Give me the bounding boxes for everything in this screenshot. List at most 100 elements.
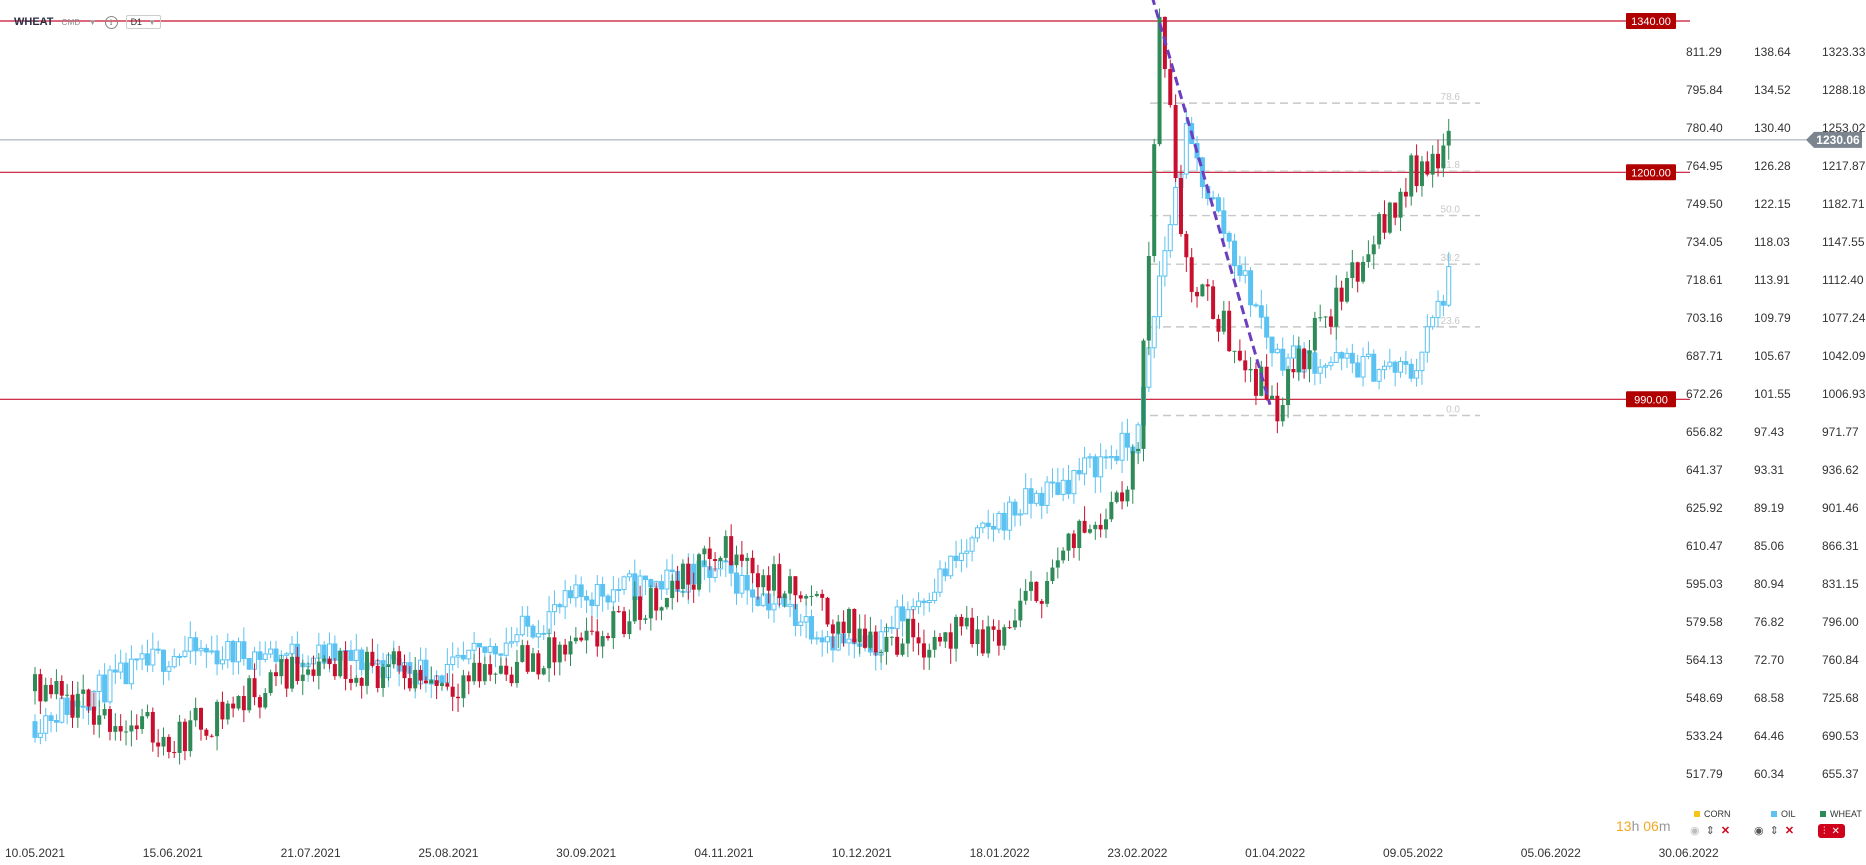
oil-candle (819, 637, 825, 643)
wheat-candle-up (627, 621, 632, 635)
oil-candle (1167, 224, 1173, 252)
legend-oil[interactable]: OIL (1771, 809, 1796, 819)
oil-candle (48, 715, 54, 722)
oil-candle (498, 653, 504, 656)
wheat-candle-down (1291, 369, 1296, 373)
oil-candle (568, 590, 574, 599)
oil-candle (1082, 457, 1088, 475)
wheat-candle-up (81, 689, 86, 694)
wheat-candle-down (182, 721, 187, 752)
wheat-candle-up (54, 681, 59, 695)
oil-candle (1039, 492, 1045, 506)
reorder-icon[interactable]: ⇕ (1705, 825, 1715, 837)
y-tick-label-oil: 89.19 (1754, 501, 1784, 515)
wheat-candle-down (825, 597, 830, 625)
wheat-candle-up (1050, 567, 1055, 582)
oil-candle (1098, 456, 1104, 478)
wheat-candle-up (354, 677, 359, 683)
wheat-candle-down (241, 696, 246, 711)
wheat-candle-down (873, 631, 878, 653)
y-tick-label-corn: 703.16 (1686, 311, 1723, 325)
x-tick-label: 01.04.2022 (1245, 846, 1305, 860)
candle-countdown: 13h 06m (1616, 818, 1671, 834)
oil-candle (262, 653, 268, 660)
oil-candle (1055, 482, 1061, 495)
wheat-candle-down (1173, 105, 1178, 179)
y-tick-label-oil: 118.03 (1754, 235, 1790, 249)
oil-candle (225, 640, 231, 661)
eye-icon[interactable]: ◉ (1690, 825, 1700, 837)
wheat-candle-up (520, 645, 525, 662)
close-icon[interactable]: ✕ (1720, 825, 1731, 837)
level-price-tag (1626, 164, 1676, 181)
timeframe-value: D1 (130, 17, 143, 27)
wheat-candle-up (611, 611, 616, 639)
oil-candle (1387, 361, 1393, 367)
level-price-tag (1626, 12, 1676, 29)
info-icon[interactable]: i (104, 15, 118, 29)
timeframe-select[interactable]: D1 ▼ (125, 15, 161, 29)
candles-icon[interactable]: ⫶ (1823, 825, 1826, 837)
oil-candle (750, 589, 756, 598)
wheat-candle-down (536, 653, 541, 675)
legend-corn[interactable]: CORN (1694, 809, 1731, 819)
y-tick-label-oil: 93.31 (1754, 463, 1784, 477)
wheat-candle-up (386, 664, 391, 667)
wheat-candle-down (911, 618, 916, 638)
oil-candle (1290, 345, 1296, 359)
wheat-settings[interactable]: ⫶ ✕ (1818, 824, 1845, 838)
y-tick-label-wheat: 936.62 (1822, 463, 1859, 477)
wheat-candle-up (868, 631, 873, 648)
wheat-candle-up (954, 616, 959, 649)
wheat-candle-down (691, 584, 696, 590)
y-tick-label-oil: 126.28 (1754, 159, 1791, 173)
wheat-candle-up (809, 595, 814, 597)
close-icon[interactable]: ✕ (1784, 825, 1795, 837)
y-tick-label-wheat: 1077.24 (1822, 311, 1866, 325)
wheat-candle-down (552, 637, 557, 663)
wheat-candle-up (932, 636, 937, 650)
x-tick-label: 10.05.2021 (5, 846, 65, 860)
symbol-dropdown-icon[interactable]: ▼ (88, 17, 97, 27)
fib-label: 23.6 (1441, 316, 1461, 327)
legend-wheat[interactable]: WHEAT (1820, 809, 1862, 819)
wheat-candle-down (1178, 178, 1183, 234)
wheat-candle-up (1361, 261, 1366, 282)
wheat-candle-up (531, 653, 536, 672)
wheat-candle-up (568, 641, 573, 655)
wheat-candle-up (1023, 590, 1028, 601)
wheat-candle-up (1114, 492, 1119, 502)
wheat-candle-down (156, 742, 161, 747)
oil-candle (1092, 456, 1098, 478)
y-tick-label-corn: 687.71 (1686, 349, 1723, 363)
reorder-icon[interactable]: ⇕ (1769, 825, 1779, 837)
wheat-candle-up (702, 548, 707, 555)
x-tick-label: 25.08.2021 (418, 846, 478, 860)
symbol-name[interactable]: WHEAT (14, 16, 54, 28)
symbol-category: CMD (61, 17, 81, 27)
wheat-candle-up (1221, 310, 1226, 332)
wheat-candle-up (1200, 284, 1205, 297)
wheat-candle-down (456, 696, 461, 699)
wheat-candle-down (1237, 350, 1242, 361)
oil-candle (268, 648, 274, 655)
close-icon[interactable]: ✕ (1831, 825, 1840, 837)
oil-candle (1355, 362, 1361, 378)
wheat-candle-up (1270, 395, 1275, 400)
y-axes: 811.29 795.84 780.40 764.95 749.50 734.05 718.… (1686, 45, 1866, 781)
wheat-candle-down (563, 644, 568, 655)
y-tick-label-oil: 76.82 (1754, 615, 1784, 629)
wheat-candle-down (418, 669, 423, 681)
oil-candle (1237, 265, 1243, 276)
wheat-candle-up (65, 694, 70, 696)
oil-candle (235, 641, 241, 663)
eye-icon[interactable]: ◉ (1754, 825, 1764, 837)
wheat-candle-down (166, 736, 171, 753)
wheat-candle-up (1371, 244, 1376, 255)
wheat-candle-down (38, 674, 43, 702)
oil-candle (161, 649, 167, 672)
wheat-candle-up (1077, 520, 1082, 549)
corn-swatch (1694, 811, 1700, 817)
wheat-candle-up (573, 637, 578, 642)
